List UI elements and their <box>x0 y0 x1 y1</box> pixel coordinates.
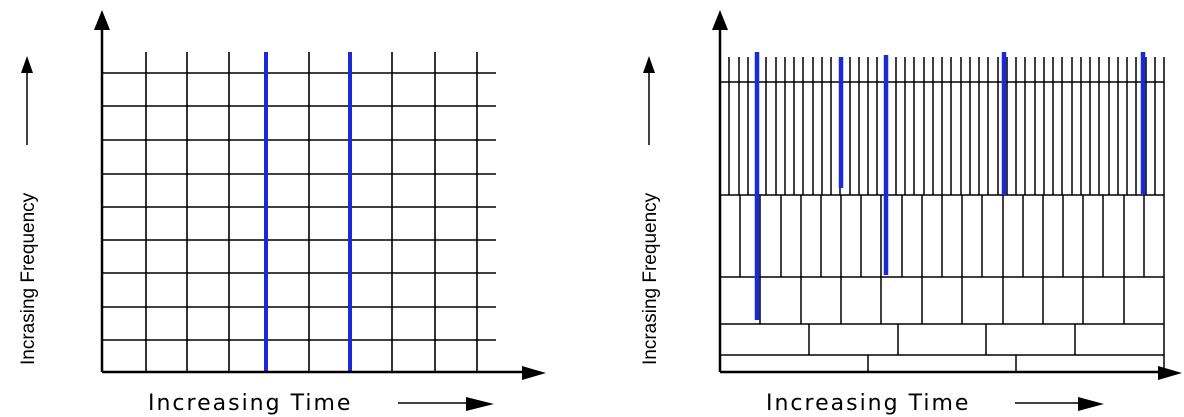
wavelet-x-label: Increasing Time <box>766 391 970 416</box>
wavelet-x-axis-arrowhead <box>1158 366 1182 380</box>
wavelet-y-label: Incrasing Frequency <box>640 192 661 365</box>
wavelet-grid <box>720 57 1165 372</box>
stft-panel: Incrasing Frequency Increasing Time <box>18 10 546 416</box>
wavelet-x-label-arrowhead <box>1078 397 1104 411</box>
wavelet-highlight-lines <box>754 52 1146 320</box>
stft-time-slots <box>145 52 478 372</box>
stft-y-axis-arrowhead <box>94 10 110 30</box>
stft-grid <box>102 52 496 372</box>
stft-frequency-bands <box>102 72 478 341</box>
wavelet-y-label-arrowhead <box>643 56 655 73</box>
stft-highlight-lines <box>264 52 352 372</box>
stft-right-ticks <box>478 72 496 341</box>
wavelet-panel: Incrasing Frequency Increasing Time <box>640 10 1182 416</box>
stft-y-label-arrowhead <box>21 56 33 73</box>
stft-y-label: Incrasing Frequency <box>18 192 39 365</box>
stft-x-label-arrowhead <box>466 397 494 411</box>
stft-x-axis-arrowhead <box>522 366 546 380</box>
wavelet-y-axis-arrowhead <box>712 10 728 30</box>
stft-x-label: Increasing Time <box>148 391 352 416</box>
